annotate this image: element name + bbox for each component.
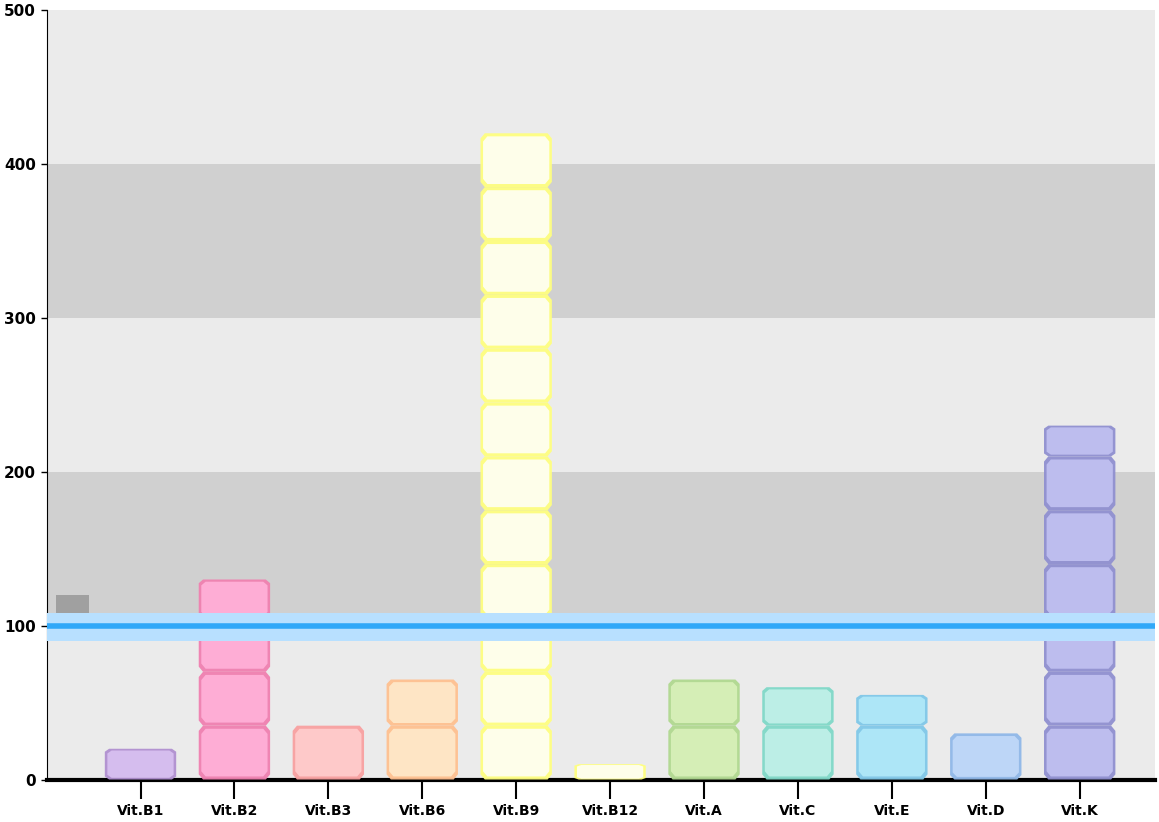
Polygon shape [481, 672, 552, 726]
Polygon shape [481, 349, 552, 403]
Polygon shape [950, 733, 1021, 779]
Polygon shape [765, 729, 831, 777]
Polygon shape [104, 749, 176, 779]
Polygon shape [671, 682, 737, 723]
Polygon shape [483, 567, 549, 615]
Polygon shape [296, 729, 362, 777]
Polygon shape [481, 726, 552, 779]
Polygon shape [669, 680, 739, 726]
Polygon shape [202, 582, 268, 616]
Polygon shape [575, 764, 646, 779]
Polygon shape [202, 621, 268, 669]
Polygon shape [198, 580, 270, 618]
Polygon shape [1047, 621, 1113, 669]
Polygon shape [483, 405, 549, 453]
Polygon shape [483, 729, 549, 777]
Polygon shape [1044, 510, 1115, 564]
Polygon shape [859, 729, 925, 777]
Polygon shape [483, 136, 549, 184]
Polygon shape [1044, 618, 1115, 672]
Polygon shape [481, 133, 552, 187]
Polygon shape [198, 618, 270, 672]
Polygon shape [857, 695, 927, 726]
Polygon shape [198, 726, 270, 779]
Polygon shape [1044, 726, 1115, 779]
Polygon shape [483, 190, 549, 238]
Polygon shape [483, 621, 549, 669]
Polygon shape [481, 456, 552, 510]
Polygon shape [765, 690, 831, 723]
Polygon shape [387, 680, 458, 726]
Polygon shape [481, 241, 552, 295]
Polygon shape [198, 672, 270, 726]
Polygon shape [1047, 459, 1113, 507]
Polygon shape [481, 510, 552, 564]
Polygon shape [671, 729, 737, 777]
Polygon shape [1044, 456, 1115, 510]
Bar [46, 318, 1154, 472]
Polygon shape [483, 514, 549, 561]
Polygon shape [56, 595, 89, 633]
Polygon shape [953, 736, 1019, 777]
Bar [46, 626, 1154, 779]
Polygon shape [1047, 427, 1113, 455]
Polygon shape [1044, 426, 1115, 456]
Polygon shape [293, 726, 364, 779]
Polygon shape [669, 726, 739, 779]
Polygon shape [763, 687, 833, 726]
Polygon shape [481, 618, 552, 672]
Bar [46, 613, 1154, 641]
Polygon shape [1047, 675, 1113, 723]
Polygon shape [483, 459, 549, 507]
Polygon shape [387, 726, 458, 779]
Polygon shape [1047, 567, 1113, 615]
Polygon shape [857, 726, 927, 779]
Polygon shape [763, 726, 833, 779]
Polygon shape [1047, 729, 1113, 777]
Polygon shape [108, 750, 174, 778]
Polygon shape [1044, 672, 1115, 726]
Polygon shape [483, 298, 549, 345]
Polygon shape [481, 187, 552, 241]
Bar [46, 164, 1154, 318]
Polygon shape [859, 697, 925, 724]
Polygon shape [1047, 514, 1113, 561]
Polygon shape [481, 295, 552, 349]
Polygon shape [483, 352, 549, 399]
Polygon shape [389, 729, 455, 777]
Polygon shape [483, 244, 549, 292]
Polygon shape [202, 729, 268, 777]
Polygon shape [389, 682, 455, 723]
Polygon shape [1044, 564, 1115, 618]
Bar [46, 10, 1154, 164]
Polygon shape [481, 403, 552, 456]
Polygon shape [483, 675, 549, 723]
Polygon shape [481, 564, 552, 618]
Polygon shape [577, 765, 643, 778]
Bar [46, 472, 1154, 626]
Polygon shape [202, 675, 268, 723]
